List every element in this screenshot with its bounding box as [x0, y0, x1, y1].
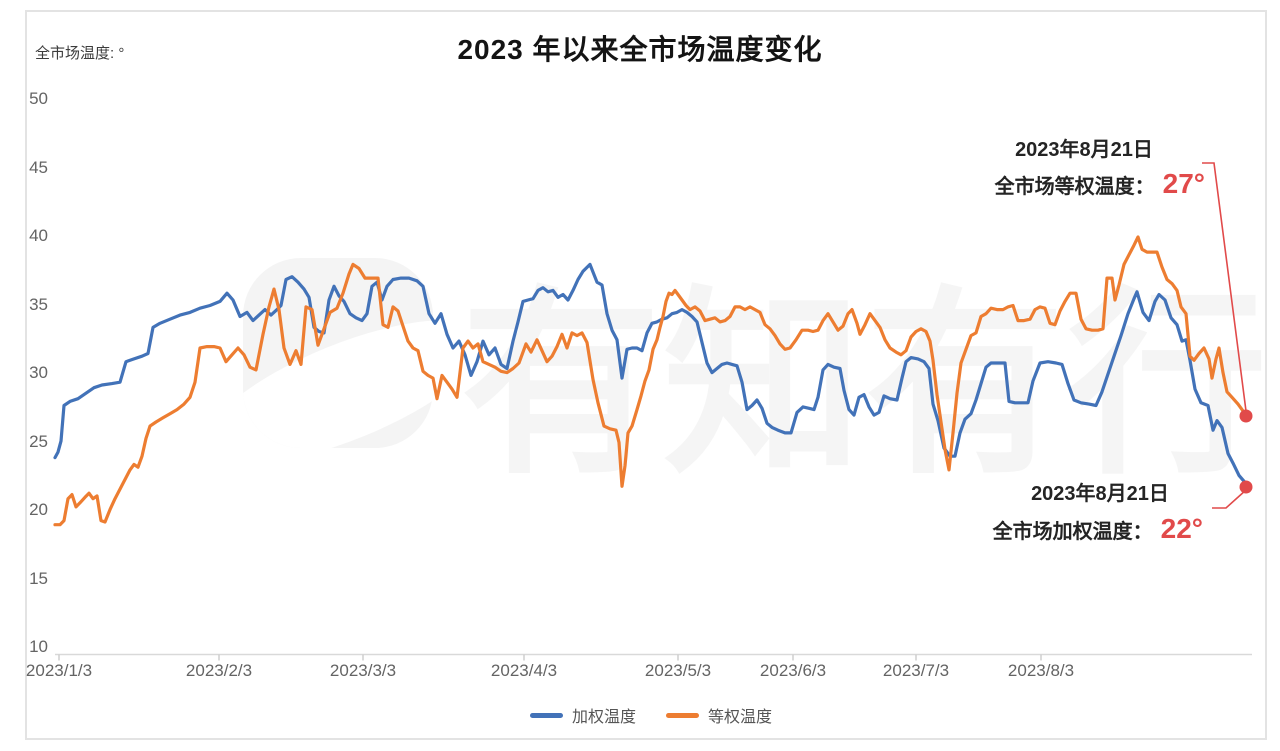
weighted-series-swatch-icon: [529, 712, 563, 718]
y-axis-tick-label: 45: [29, 157, 48, 177]
x-axis-tick-label: 2023/5/3: [644, 661, 712, 680]
annotation-equal-weight-date: 2023年8月21日: [1015, 139, 1153, 161]
chart-legend: 加权温度 等权温度: [22, 703, 1280, 727]
x-axis-tick-label: 2023/2/3: [185, 661, 253, 680]
annotation-weighted-row: 全市场加权温度： 22°: [993, 513, 1203, 545]
annotation-endpoint-dot: [1239, 409, 1253, 423]
x-axis-tick-label: 2023/1/3: [25, 661, 93, 680]
page-title: 2023 年以来全市场温度变化: [457, 34, 823, 65]
legend-item-equal-weight[interactable]: 等权温度: [666, 703, 772, 727]
annotation-endpoint-dot: [1239, 480, 1253, 494]
y-axis-tick-label: 10: [29, 637, 48, 656]
x-axis-tick-label: 2023/8/3: [1007, 661, 1075, 680]
weighted-temperature-line: [53, 262, 1248, 486]
legend-label-equal-weight: 等权温度: [708, 709, 773, 726]
equal-weight-temperature-line: [53, 235, 1248, 527]
y-axis-tick-label: 25: [29, 431, 48, 451]
annotation-weighted-value: 22°: [1160, 513, 1203, 544]
legend-item-weighted[interactable]: 加权温度: [529, 703, 636, 727]
legend-label-weighted: 加权温度: [571, 709, 636, 726]
x-axis-tick-label: 2023/7/3: [882, 661, 950, 680]
y-axis-tick-label: 30: [29, 363, 48, 382]
x-axis-tick-label: 2023/6/3: [759, 661, 827, 680]
x-axis-tick-label: 2023/3/3: [329, 661, 397, 680]
annotation-equal-weight-row: 全市场等权温度： 27°: [995, 168, 1205, 200]
y-axis-tick-label: 20: [29, 500, 48, 519]
annotation-connector-line: [1212, 489, 1247, 509]
x-axis-tick-label: 2023/4/3: [490, 661, 558, 680]
annotation-equal-weight-value: 27°: [1162, 168, 1205, 199]
annotation-connector-line: [1202, 162, 1247, 412]
y-axis-unit-label: 全市场温度: °: [35, 45, 125, 62]
equal-weight-series-swatch-icon: [666, 712, 699, 718]
annotation-weighted-label: 全市场加权温度：: [992, 521, 1153, 543]
y-axis-tick-label: 35: [29, 294, 48, 314]
y-axis-tick-label: 15: [29, 568, 48, 588]
y-axis-tick-label: 40: [29, 226, 48, 245]
y-axis-tick-label: 50: [29, 89, 48, 108]
annotation-equal-weight-label: 全市场等权温度：: [994, 176, 1155, 198]
annotation-weighted-date: 2023年8月21日: [1031, 483, 1169, 505]
